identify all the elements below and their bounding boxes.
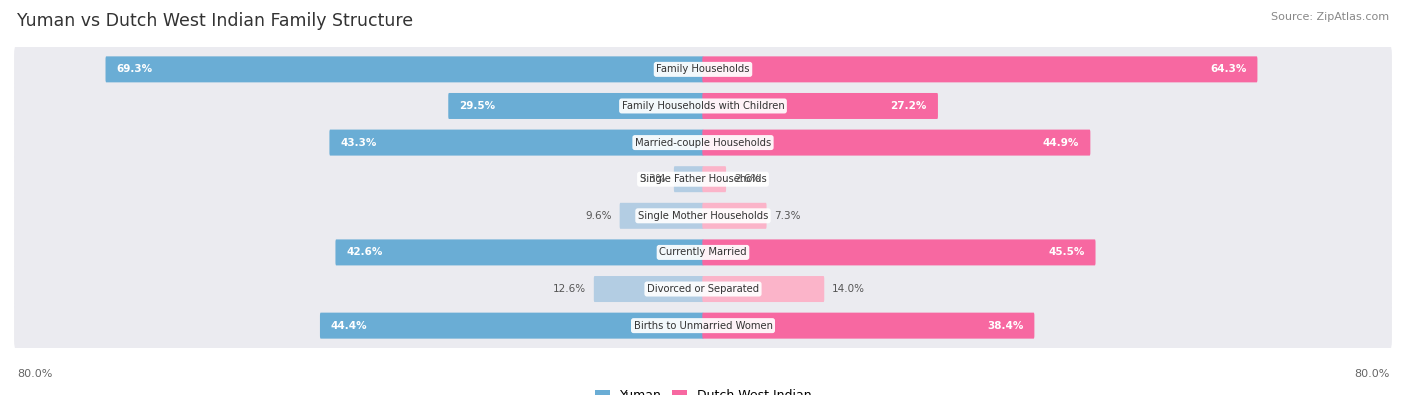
FancyBboxPatch shape	[105, 56, 703, 83]
FancyBboxPatch shape	[703, 56, 1257, 83]
Text: Single Mother Households: Single Mother Households	[638, 211, 768, 221]
Text: 38.4%: 38.4%	[987, 321, 1024, 331]
Text: 80.0%: 80.0%	[17, 369, 52, 379]
Text: Single Father Households: Single Father Households	[640, 174, 766, 184]
Text: 64.3%: 64.3%	[1211, 64, 1246, 74]
FancyBboxPatch shape	[703, 239, 1095, 265]
FancyBboxPatch shape	[703, 276, 824, 302]
FancyBboxPatch shape	[449, 93, 703, 119]
Text: 43.3%: 43.3%	[340, 137, 377, 148]
Text: Currently Married: Currently Married	[659, 247, 747, 258]
FancyBboxPatch shape	[14, 81, 1392, 131]
Text: 12.6%: 12.6%	[553, 284, 586, 294]
FancyBboxPatch shape	[321, 312, 703, 339]
Text: 14.0%: 14.0%	[832, 284, 865, 294]
Legend: Yuman, Dutch West Indian: Yuman, Dutch West Indian	[589, 384, 817, 395]
Text: 44.4%: 44.4%	[330, 321, 367, 331]
FancyBboxPatch shape	[703, 203, 766, 229]
Text: 42.6%: 42.6%	[346, 247, 382, 258]
FancyBboxPatch shape	[14, 228, 1392, 277]
Text: 80.0%: 80.0%	[1354, 369, 1389, 379]
Text: Family Households with Children: Family Households with Children	[621, 101, 785, 111]
Text: 3.3%: 3.3%	[640, 174, 666, 184]
FancyBboxPatch shape	[329, 130, 703, 156]
FancyBboxPatch shape	[14, 45, 1392, 94]
FancyBboxPatch shape	[593, 276, 703, 302]
FancyBboxPatch shape	[14, 191, 1392, 241]
Text: Source: ZipAtlas.com: Source: ZipAtlas.com	[1271, 12, 1389, 22]
Text: Births to Unmarried Women: Births to Unmarried Women	[634, 321, 772, 331]
Text: Married-couple Households: Married-couple Households	[636, 137, 770, 148]
FancyBboxPatch shape	[14, 264, 1392, 314]
Text: Family Households: Family Households	[657, 64, 749, 74]
Text: 44.9%: 44.9%	[1043, 137, 1080, 148]
Text: 7.3%: 7.3%	[775, 211, 801, 221]
FancyBboxPatch shape	[14, 154, 1392, 204]
Text: 2.6%: 2.6%	[734, 174, 761, 184]
Text: 45.5%: 45.5%	[1047, 247, 1084, 258]
Text: 27.2%: 27.2%	[890, 101, 927, 111]
FancyBboxPatch shape	[703, 93, 938, 119]
FancyBboxPatch shape	[620, 203, 703, 229]
FancyBboxPatch shape	[703, 312, 1035, 339]
FancyBboxPatch shape	[336, 239, 703, 265]
FancyBboxPatch shape	[673, 166, 703, 192]
Text: Divorced or Separated: Divorced or Separated	[647, 284, 759, 294]
FancyBboxPatch shape	[703, 166, 725, 192]
Text: 9.6%: 9.6%	[585, 211, 612, 221]
FancyBboxPatch shape	[14, 118, 1392, 167]
Text: Yuman vs Dutch West Indian Family Structure: Yuman vs Dutch West Indian Family Struct…	[17, 12, 413, 30]
Text: 69.3%: 69.3%	[117, 64, 153, 74]
FancyBboxPatch shape	[703, 130, 1091, 156]
Text: 29.5%: 29.5%	[460, 101, 495, 111]
FancyBboxPatch shape	[14, 301, 1392, 350]
